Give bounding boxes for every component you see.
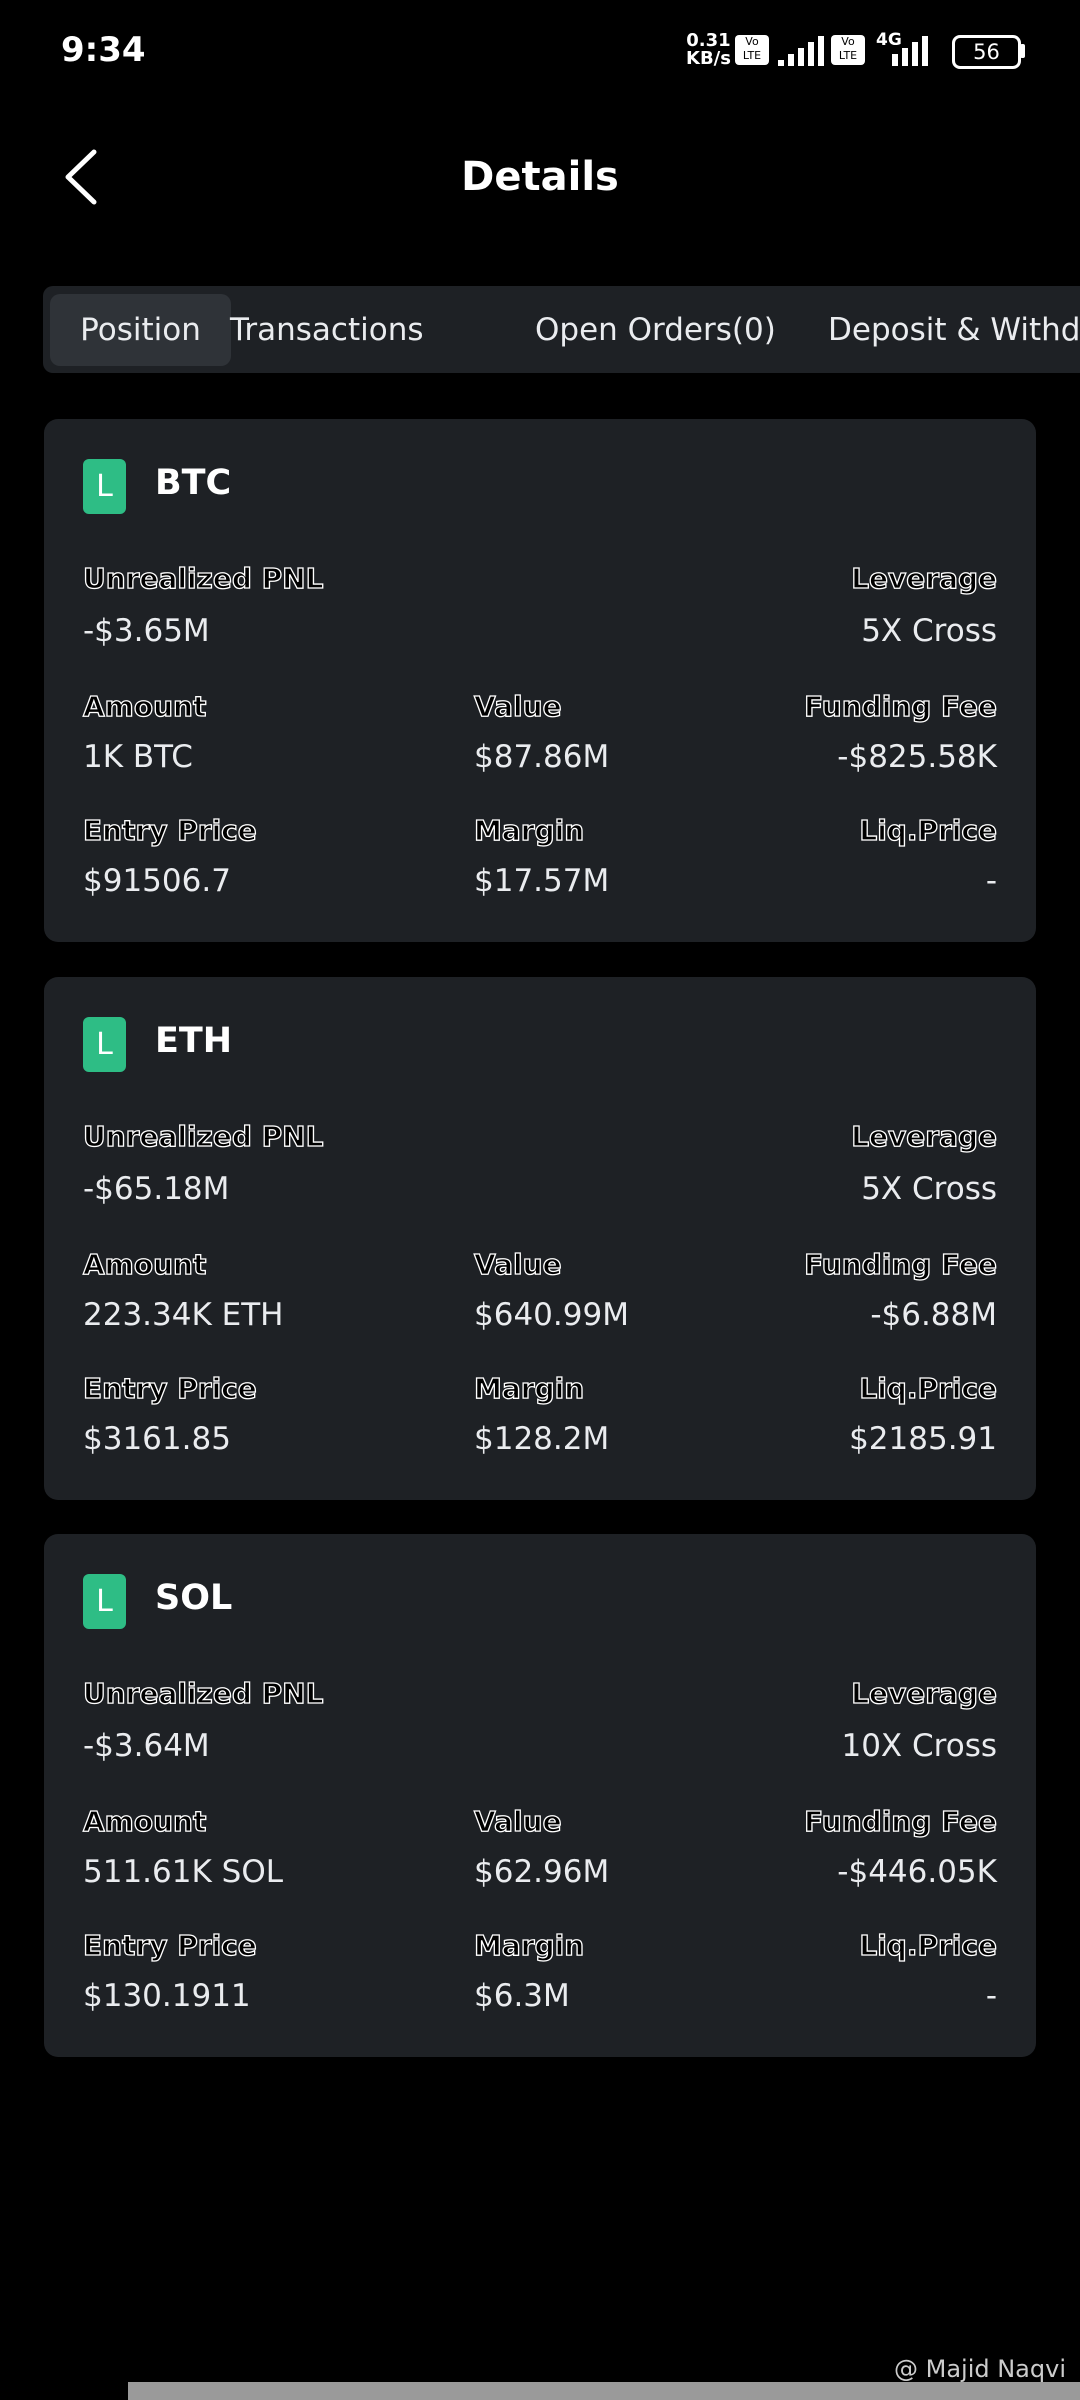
position-card: L ETH Unrealized PNL -$65.18M Leverage 5X Cro…: [44, 976, 1036, 1500]
position-card: L SOL Unrealized PNL -$3.64M Leverage 10X Cro…: [44, 1534, 1036, 2057]
symbol: BTC: [155, 463, 232, 503]
field-value: $128.2M: [474, 1420, 610, 1457]
field-label: Liq.Price: [859, 813, 998, 847]
field-label: Amount: [82, 1804, 207, 1838]
net-speed-value: 0.31: [686, 30, 731, 51]
side-badge: L: [83, 459, 126, 514]
field-label: Value: [473, 1804, 562, 1838]
field-label: Value: [473, 1247, 562, 1281]
field-value: 223.34K ETH: [83, 1296, 284, 1333]
field-value: $87.86M: [474, 739, 610, 775]
field-label: Amount: [82, 1247, 207, 1281]
field-label: Entry Price: [82, 1371, 257, 1405]
field-value: -$65.18M: [83, 1170, 230, 1207]
tab[interactable]: Deposit & Withdraw: [828, 312, 1080, 348]
field-value: 1K BTC: [83, 739, 193, 775]
net-speed: 0.31 KB/s: [686, 32, 731, 68]
volte-badge: Vo LTE: [831, 35, 865, 65]
field-label: Value: [473, 689, 562, 723]
back-button[interactable]: [60, 148, 104, 206]
field-value: -$3.65M: [83, 613, 210, 649]
network-type: 4G: [876, 30, 902, 50]
symbol: ETH: [155, 1020, 233, 1061]
field-label: Unrealized PNL: [82, 1676, 324, 1710]
field-label: Leverage: [851, 1676, 998, 1710]
field-label: Leverage: [851, 561, 998, 595]
tab[interactable]: Open Orders(0): [535, 312, 776, 348]
field-label: Entry Price: [82, 813, 257, 847]
field-label: Liq.Price: [859, 1371, 998, 1405]
signal-icon: [778, 36, 824, 66]
field-label: Unrealized PNL: [82, 1119, 324, 1153]
side-badge: L: [83, 1574, 126, 1629]
position-card: L BTC Unrealized PNL -$3.65M Leverage 5X Cros…: [44, 419, 1036, 942]
field-label: Entry Price: [82, 1928, 257, 1962]
field-label: Funding Fee: [803, 689, 997, 723]
field-value: -$446.05K: [837, 1854, 997, 1890]
field-value: $2185.91: [849, 1420, 997, 1457]
signal-icon: [892, 36, 928, 66]
field-value: $91506.7: [83, 863, 231, 899]
watermark: @ Majid Naqvi: [893, 2355, 1066, 2383]
side-badge: L: [83, 1016, 126, 1072]
field-value: $17.57M: [474, 863, 610, 899]
field-label: Leverage: [851, 1119, 998, 1153]
field-value: $640.99M: [474, 1296, 629, 1333]
tab[interactable]: Position: [50, 294, 231, 366]
field-value: -: [985, 1978, 997, 2014]
field-label: Unrealized PNL: [82, 561, 324, 595]
field-value: $6.3M: [474, 1978, 570, 2014]
tab-bar: Position Transactions Open Orders(0) Deposi…: [43, 286, 1080, 373]
field-value: $130.1911: [83, 1978, 251, 2014]
status-time: 9:34: [61, 30, 146, 70]
field-value: 10X Cross: [841, 1728, 997, 1764]
field-value: -: [985, 863, 997, 899]
field-label: Funding Fee: [803, 1804, 997, 1838]
field-label: Liq.Price: [859, 1928, 998, 1962]
field-label: Funding Fee: [803, 1247, 997, 1281]
net-speed-unit: KB/s: [686, 48, 731, 69]
field-value: -$3.64M: [83, 1728, 210, 1764]
field-value: -$6.88M: [870, 1296, 997, 1333]
field-value: $3161.85: [83, 1420, 231, 1457]
home-indicator: [128, 2382, 1080, 2400]
field-label: Margin: [473, 813, 585, 847]
field-value: -$825.58K: [837, 739, 997, 775]
field-label: Amount: [82, 689, 207, 723]
field-label: Margin: [473, 1928, 585, 1962]
field-value: 5X Cross: [861, 1170, 997, 1207]
symbol: SOL: [155, 1578, 233, 1618]
page-title: Details: [461, 154, 619, 200]
field-value: 511.61K SOL: [83, 1854, 284, 1890]
battery: 56: [952, 35, 1021, 69]
field-value: $62.96M: [474, 1854, 610, 1890]
battery-tip: [1020, 44, 1025, 58]
volte-badge: Vo LTE: [735, 35, 769, 65]
tab[interactable]: Transactions: [230, 312, 424, 348]
field-label: Margin: [473, 1371, 585, 1405]
field-value: 5X Cross: [861, 613, 997, 649]
